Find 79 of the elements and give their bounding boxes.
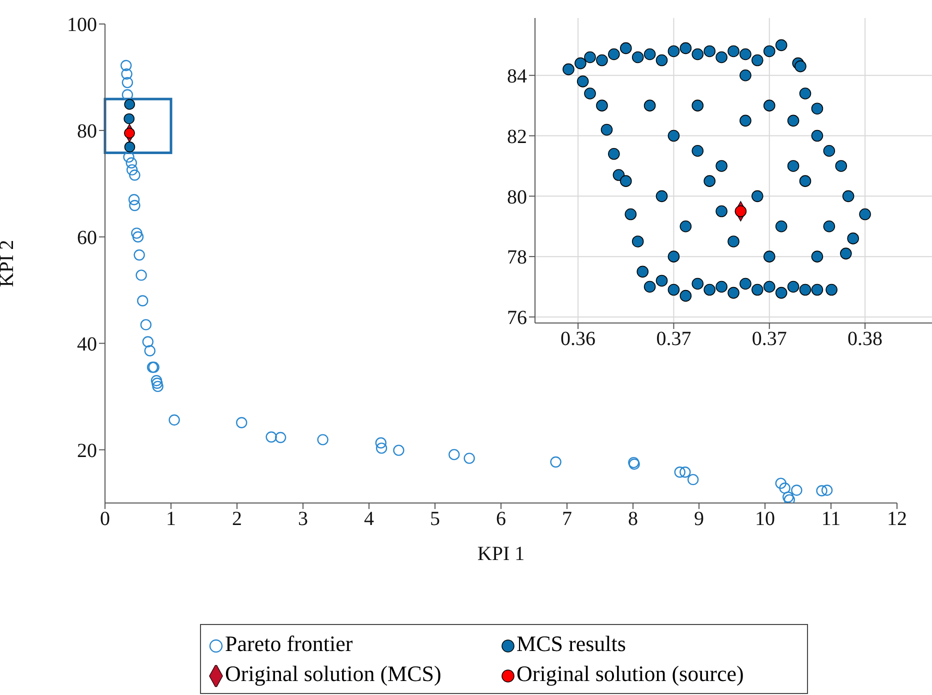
point: [680, 466, 691, 478]
point: [782, 492, 794, 503]
point: [550, 456, 562, 468]
x-tick-label: 7: [562, 508, 572, 530]
point: [150, 374, 162, 386]
x-tick-label: 4: [364, 508, 374, 530]
point: [152, 380, 164, 392]
point: [152, 378, 163, 389]
point: [120, 60, 132, 72]
point: [123, 151, 134, 163]
point: [124, 142, 136, 152]
y-tick-label: 20: [77, 440, 97, 462]
x-tick-label: 12: [887, 508, 907, 530]
point: [375, 437, 386, 448]
x-tick-label: 1: [166, 508, 176, 530]
x-tick-label: 0.37: [752, 328, 787, 350]
x-tick-label: 11: [821, 508, 841, 530]
point: [124, 113, 135, 124]
legend-label: Original solution (source): [516, 661, 744, 686]
point: [121, 68, 132, 80]
point: [132, 231, 144, 242]
x-tick-label: 3: [298, 508, 308, 530]
point: [274, 432, 286, 444]
legend-label: MCS results: [516, 631, 626, 656]
x-tick-label: 0.36: [560, 328, 596, 350]
point: [317, 434, 328, 446]
x-tick-label: 8: [628, 508, 638, 530]
point: [816, 485, 828, 496]
y-tick-label: 80: [77, 120, 97, 143]
point: [137, 295, 148, 306]
y-axis-title: KPI 2: [0, 240, 18, 288]
point: [126, 164, 138, 176]
point: [779, 482, 790, 494]
point: [784, 494, 796, 503]
x-tick-label: 10: [755, 508, 775, 530]
point: [131, 228, 142, 239]
point: [376, 442, 388, 454]
x-tick-label: 0.38: [848, 328, 883, 350]
point: [129, 200, 140, 212]
y-tick-label: 84: [507, 65, 527, 88]
x-tick-label: 0.37: [656, 328, 692, 350]
point: [168, 414, 180, 426]
x-tick-label: 2: [232, 508, 242, 530]
point: [126, 157, 137, 169]
y-tick-label: 40: [77, 333, 97, 356]
point: [791, 484, 802, 496]
x-tick-label: 0: [100, 508, 110, 530]
point: [266, 431, 277, 443]
point: [128, 194, 140, 206]
x-tick-label: 9: [694, 508, 704, 530]
point: [142, 336, 154, 348]
point: [134, 249, 145, 261]
point: [140, 319, 152, 330]
y-tick-label: 78: [507, 246, 527, 269]
point: [136, 270, 147, 281]
x-tick-label: 5: [430, 508, 440, 530]
y-tick-label: 60: [77, 226, 97, 249]
point: [144, 345, 156, 356]
x-axis-title: KPI 1: [477, 543, 525, 565]
point: [124, 98, 135, 110]
point: [236, 417, 248, 428]
point: [448, 448, 460, 460]
point: [393, 444, 404, 456]
point: [464, 452, 475, 464]
x-tick-label: 6: [496, 508, 506, 530]
y-tick-label: 82: [507, 126, 527, 148]
point: [122, 89, 134, 100]
y-tick-label: 80: [507, 186, 527, 208]
legend-label: Original solution (MCS): [225, 661, 442, 686]
point: [674, 466, 686, 478]
point: [129, 170, 140, 181]
y-tick-label: 76: [507, 307, 527, 330]
point: [821, 484, 833, 496]
y-tick-label: 100: [67, 14, 97, 36]
point: [124, 128, 135, 139]
point: [122, 76, 134, 88]
legend-label: Pareto frontier: [225, 631, 353, 656]
point: [775, 478, 786, 489]
point: [687, 474, 699, 486]
